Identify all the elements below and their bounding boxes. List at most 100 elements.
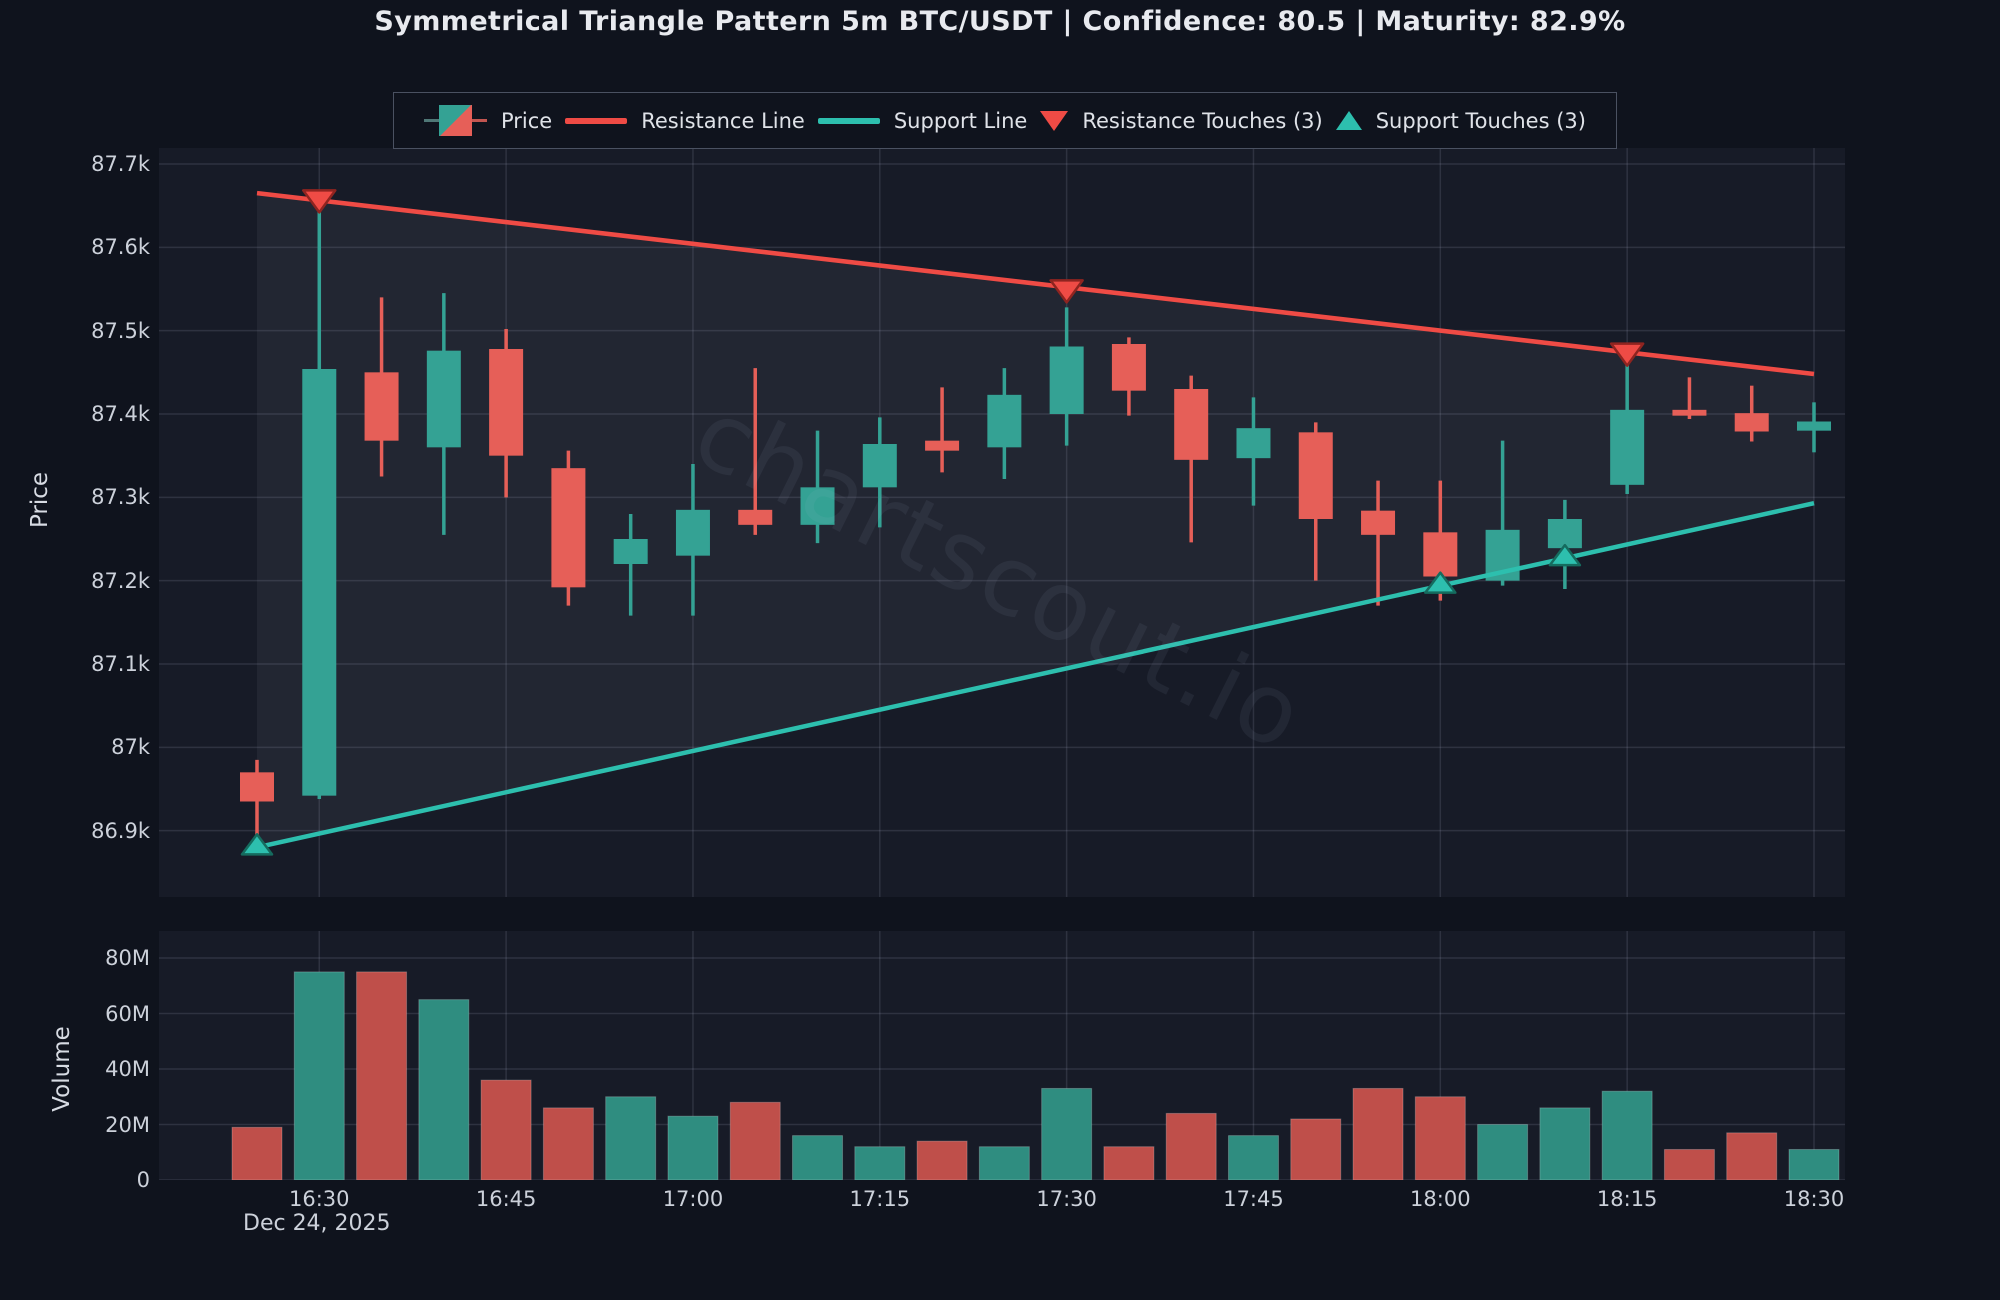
volume-bar bbox=[418, 999, 470, 1180]
candle-body bbox=[925, 440, 960, 451]
volume-bar bbox=[978, 1146, 1030, 1180]
volume-bar bbox=[792, 1135, 844, 1180]
triangle-up-icon bbox=[1335, 111, 1362, 130]
volume-tick-label: 20M bbox=[105, 1112, 150, 1137]
candle-body bbox=[800, 487, 835, 525]
candle-body bbox=[1361, 510, 1396, 535]
price-tick-label: 87k bbox=[111, 735, 150, 760]
volume-panel bbox=[159, 931, 1845, 1180]
candle-body bbox=[862, 444, 897, 488]
volume-tick-label: 80M bbox=[105, 946, 150, 970]
candle-body bbox=[1049, 346, 1084, 414]
candle-body bbox=[426, 350, 461, 448]
price-tick-label: 86.9k bbox=[91, 818, 150, 843]
volume-bar bbox=[1414, 1096, 1466, 1180]
candle-body bbox=[489, 349, 524, 456]
volume-bar bbox=[1539, 1107, 1591, 1180]
time-tick-label: 17:30 bbox=[1036, 1187, 1097, 1211]
triangle-pattern-fill bbox=[257, 193, 1814, 848]
candle-body bbox=[1610, 409, 1645, 485]
volume-bar bbox=[542, 1107, 594, 1180]
volume-bar bbox=[729, 1101, 781, 1180]
candle-body bbox=[1174, 389, 1209, 460]
candle-body bbox=[1734, 413, 1769, 432]
date-label: Dec 24, 2025 bbox=[243, 1211, 391, 1236]
resistance-touch-marker bbox=[1049, 279, 1084, 304]
candle-body bbox=[738, 509, 773, 525]
time-tick-label: 16:45 bbox=[475, 1187, 537, 1211]
volume-bar bbox=[1041, 1087, 1093, 1180]
price-chart bbox=[159, 148, 1845, 897]
legend-item-support-line: Support Line bbox=[817, 108, 1028, 133]
candle-body bbox=[675, 509, 710, 556]
volume-bar bbox=[1290, 1118, 1342, 1180]
candle-body bbox=[1797, 421, 1831, 431]
candle-body bbox=[613, 539, 648, 564]
volume-tick-label: 60M bbox=[105, 1001, 150, 1026]
price-tick-label: 87.6k bbox=[91, 235, 150, 260]
volume-bar bbox=[916, 1140, 968, 1180]
volume-bar bbox=[231, 1126, 283, 1180]
red-line-icon bbox=[565, 117, 628, 124]
volume-bar bbox=[1352, 1087, 1404, 1180]
time-tick-label: 17:45 bbox=[1223, 1187, 1284, 1211]
legend-item-support-touches: Support Touches (3) bbox=[1335, 108, 1586, 133]
legend-label: Resistance Touches (3) bbox=[1082, 108, 1323, 133]
resistance-touch-marker bbox=[1609, 342, 1645, 367]
legend-item-resistance-line: Resistance Line bbox=[565, 109, 805, 133]
price-tick-label: 87.5k bbox=[91, 318, 150, 343]
support-touch-marker bbox=[1424, 571, 1457, 594]
resistance-line bbox=[256, 190, 1815, 377]
volume-bar bbox=[1103, 1146, 1155, 1180]
volume-tick-label: 40M bbox=[105, 1057, 150, 1081]
price-tick-label: 87.4k bbox=[91, 402, 150, 426]
candle-body bbox=[1111, 344, 1146, 391]
candle-body bbox=[364, 372, 399, 441]
volume-bar bbox=[1663, 1148, 1715, 1180]
price-panel bbox=[159, 148, 1845, 897]
legend-label: Price bbox=[501, 108, 553, 133]
candle-body bbox=[1298, 432, 1333, 519]
resistance-touch-marker bbox=[302, 189, 337, 214]
volume-bar bbox=[1726, 1132, 1778, 1180]
legend-item-resistance-touches: Resistance Touches (3) bbox=[1040, 108, 1323, 133]
legend-label: Resistance Line bbox=[641, 108, 805, 133]
volume-bar bbox=[667, 1115, 719, 1180]
volume-bar bbox=[293, 971, 345, 1180]
time-tick-label: 18:30 bbox=[1783, 1187, 1845, 1211]
legend-label: Support Touches (3) bbox=[1375, 108, 1586, 133]
price-tick-label: 87.2k bbox=[91, 568, 150, 593]
volume-bar bbox=[605, 1096, 657, 1180]
candle-body bbox=[1423, 532, 1458, 577]
candle-body bbox=[240, 772, 274, 802]
time-tick-label: 17:00 bbox=[662, 1187, 724, 1211]
volume-bar bbox=[1227, 1135, 1279, 1180]
support-touch-marker bbox=[240, 833, 274, 856]
triangle-down-icon bbox=[1040, 110, 1069, 131]
price-tick-label: 87.1k bbox=[91, 652, 150, 676]
legend-item-price: Price bbox=[424, 105, 552, 136]
time-tick-label: 17:15 bbox=[849, 1187, 911, 1211]
volume-bar bbox=[480, 1079, 532, 1180]
legend-label: Support Line bbox=[893, 108, 1028, 133]
volume-bar bbox=[1165, 1112, 1217, 1180]
price-tick-label: 87.7k bbox=[91, 152, 150, 176]
volume-bar bbox=[1477, 1124, 1529, 1180]
candle-body bbox=[1236, 428, 1271, 459]
volume-tick-label: 0 bbox=[136, 1168, 150, 1192]
page-title: Symmetrical Triangle Pattern 5m BTC/USDT… bbox=[374, 6, 1626, 37]
candle-body bbox=[302, 369, 337, 796]
candlestick-icon bbox=[424, 105, 487, 136]
volume-bar bbox=[1788, 1148, 1840, 1180]
volume-bar bbox=[1601, 1090, 1653, 1180]
support-touch-marker bbox=[1548, 543, 1582, 567]
candle-body bbox=[551, 468, 586, 588]
volume-bar bbox=[356, 971, 408, 1180]
time-tick-label: 18:00 bbox=[1410, 1187, 1471, 1211]
volume-chart bbox=[159, 931, 1845, 1180]
legend: Price Resistance Line Support Line Resis… bbox=[393, 92, 1617, 149]
candle-body bbox=[1547, 519, 1582, 549]
price-tick-label: 87.3k bbox=[91, 485, 150, 510]
candle-body bbox=[987, 394, 1022, 448]
